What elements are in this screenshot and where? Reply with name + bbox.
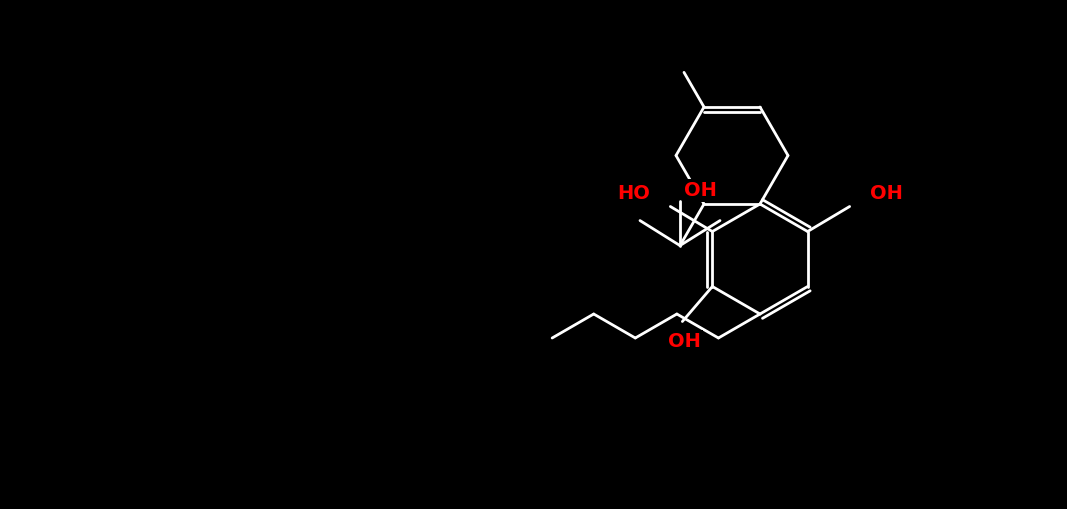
- Text: OH: OH: [668, 332, 701, 351]
- Text: OH: OH: [870, 184, 903, 203]
- Text: OH: OH: [684, 181, 716, 200]
- Text: HO: HO: [618, 184, 651, 203]
